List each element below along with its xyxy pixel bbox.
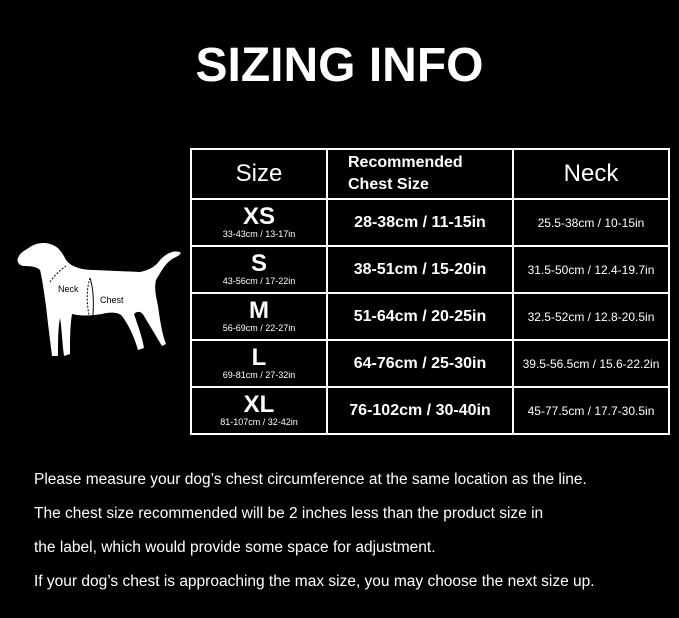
table-row: M 56-69cm / 22-27in 51-64cm / 20-25in 32.… — [190, 292, 670, 341]
size-label: L — [251, 344, 267, 371]
measurement-notes: Please measure your dog’s chest circumfe… — [34, 470, 595, 606]
dog-silhouette — [17, 243, 181, 356]
chest-cell: 28-38cm / 11-15in — [326, 198, 514, 247]
header-size: Size — [190, 148, 328, 200]
sizing-table: Size Recommended Chest Size Neck XS 33-43… — [190, 148, 670, 435]
neck-cell: 31.5-50cm / 12.4-19.7in — [512, 245, 670, 294]
neck-cell: 39.5-56.5cm / 15.6-22.2in — [512, 339, 670, 388]
size-cell: XL 81-107cm / 32-42in — [190, 386, 328, 435]
page-title: SIZING INFO — [195, 39, 484, 92]
size-range: 81-107cm / 32-42in — [220, 417, 298, 427]
table-row: XS 33-43cm / 13-17in 28-38cm / 11-15in 25… — [190, 198, 670, 247]
size-range: 33-43cm / 13-17in — [222, 229, 296, 239]
size-cell: XS 33-43cm / 13-17in — [190, 198, 328, 247]
table-row: S 43-56cm / 17-22in 38-51cm / 15-20in 31.… — [190, 245, 670, 294]
neck-cell: 25.5-38cm / 10-15in — [512, 198, 670, 247]
note-line: The chest size recommended will be 2 inc… — [34, 505, 544, 522]
table-row: XL 81-107cm / 32-42in 76-102cm / 30-40in … — [190, 386, 670, 435]
table-header-row: Size Recommended Chest Size Neck — [190, 148, 670, 200]
header-chest: Recommended Chest Size — [326, 148, 514, 200]
header-neck: Neck — [512, 148, 670, 200]
chest-cell: 51-64cm / 20-25in — [326, 292, 514, 341]
size-label: S — [250, 250, 267, 277]
neck-label: Neck — [58, 284, 79, 294]
size-label: XS — [242, 203, 275, 230]
header-chest-line1: Recommended — [348, 154, 463, 171]
chest-label: Chest — [100, 295, 124, 305]
header-chest-line2: Chest Size — [348, 176, 429, 193]
size-range: 69-81cm / 27-32in — [222, 370, 296, 380]
dog-diagram: Neck Chest — [17, 243, 181, 356]
chest-cell: 38-51cm / 15-20in — [326, 245, 514, 294]
size-range: 43-56cm / 17-22in — [222, 276, 296, 286]
neck-cell: 45-77.5cm / 17.7-30.5in — [512, 386, 670, 435]
note-line: If your dog’s chest is approaching the m… — [34, 573, 595, 590]
size-range: 56-69cm / 22-27in — [222, 323, 296, 333]
size-cell: L 69-81cm / 27-32in — [190, 339, 328, 388]
chest-cell: 64-76cm / 25-30in — [326, 339, 514, 388]
size-label: XL — [243, 391, 275, 418]
size-cell: M 56-69cm / 22-27in — [190, 292, 328, 341]
table-row: L 69-81cm / 27-32in 64-76cm / 25-30in 39.… — [190, 339, 670, 388]
neck-cell: 32.5-52cm / 12.8-20.5in — [512, 292, 670, 341]
chest-cell: 76-102cm / 30-40in — [326, 386, 514, 435]
note-line: the label, which would provide some spac… — [34, 539, 436, 556]
size-cell: S 43-56cm / 17-22in — [190, 245, 328, 294]
size-label: M — [249, 297, 269, 324]
note-line: Please measure your dog’s chest circumfe… — [34, 471, 587, 488]
